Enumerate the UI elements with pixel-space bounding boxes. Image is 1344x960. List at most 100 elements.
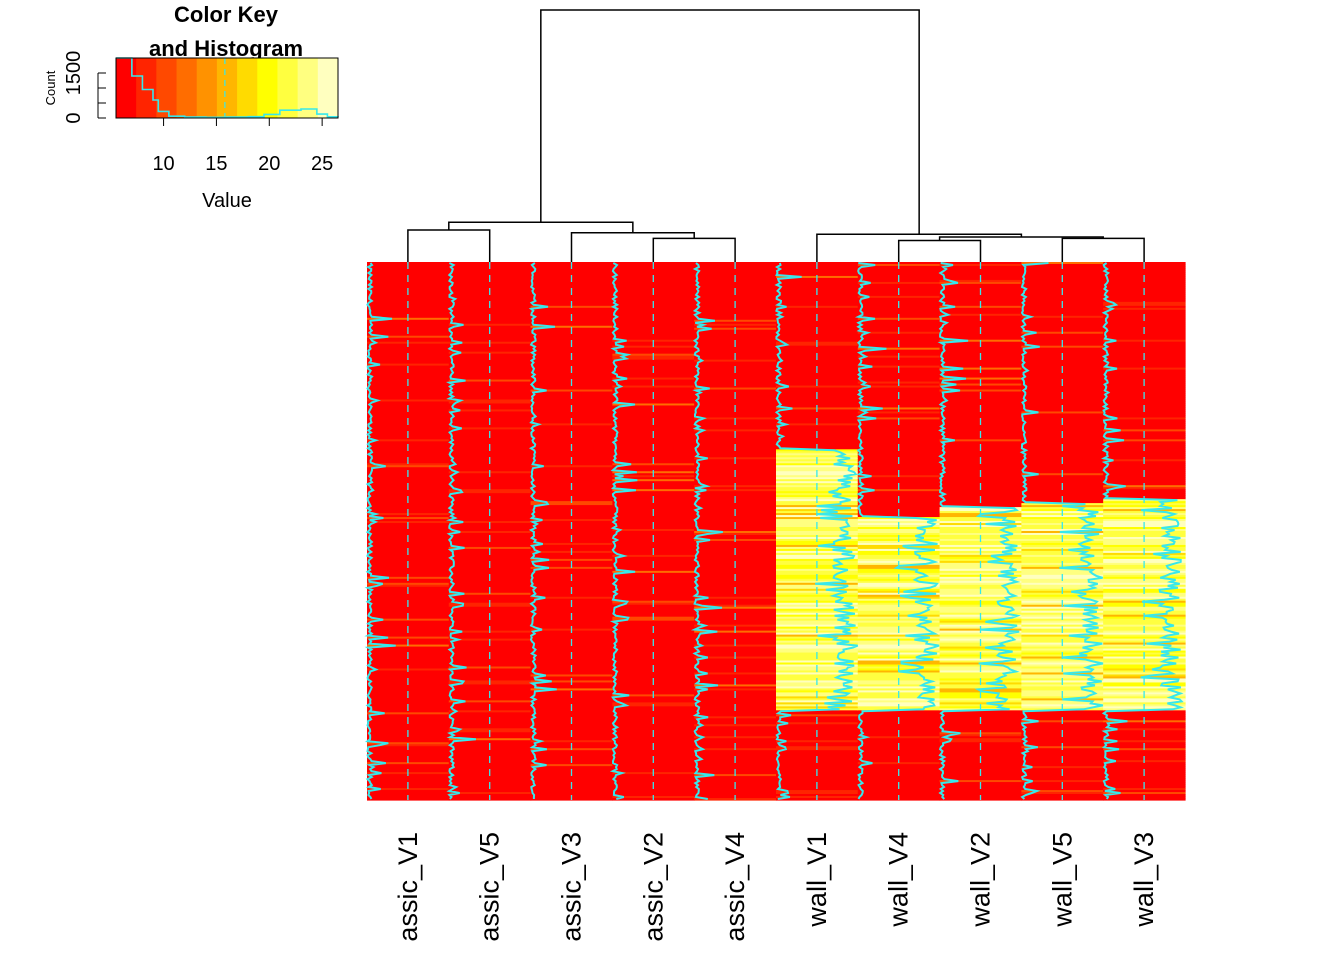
- column-label: wall_V2: [966, 832, 996, 928]
- heatmap-cell: [939, 660, 1022, 664]
- heatmap-cell: [530, 333, 613, 337]
- heatmap-cell: [776, 710, 859, 713]
- heatmap-cell: [1103, 477, 1186, 480]
- heatmap-cell: [448, 351, 532, 355]
- heatmap-cell: [939, 493, 1022, 496]
- heatmap-cell: [612, 594, 695, 598]
- heatmap-cell: [448, 349, 532, 353]
- heatmap-cell: [1103, 373, 1186, 377]
- heatmap-cell: [857, 295, 941, 299]
- heatmap-cell: [1103, 540, 1186, 544]
- heatmap-cell: [1021, 399, 1104, 403]
- heatmap-cell: [1103, 531, 1186, 534]
- dendrogram-branch: [897, 239, 982, 262]
- heatmap-cell: [1103, 636, 1186, 640]
- heatmap-cell: [612, 636, 695, 640]
- heatmap-cell: [448, 453, 532, 456]
- heatmap-cell: [448, 660, 532, 664]
- heatmap-cell: [612, 584, 695, 588]
- heatmap-cell: [448, 724, 532, 727]
- heatmap-cell: [612, 323, 695, 327]
- heatmap-cell: [530, 662, 613, 666]
- heatmap-cell: [1103, 349, 1186, 353]
- color-key-swatch: [297, 58, 319, 118]
- heatmap-cell: [1103, 319, 1186, 323]
- heatmap-cell: [694, 790, 777, 793]
- heatmap-cell: [367, 375, 450, 379]
- heatmap-cell: [1021, 451, 1104, 454]
- heatmap-cell: [1021, 632, 1104, 636]
- heatmap-cell: [1021, 700, 1104, 703]
- heatmap-cell: [776, 580, 859, 584]
- heatmap-cell: [776, 441, 859, 444]
- heatmap-cell: [776, 493, 859, 496]
- heatmap-cell: [530, 568, 613, 572]
- heatmap-cell: [939, 658, 1022, 662]
- heatmap-cell: [857, 594, 941, 598]
- heatmap-cell: [1103, 570, 1186, 574]
- heatmap-cell: [367, 429, 450, 432]
- heatmap-cell: [694, 750, 777, 753]
- heatmap-cell: [1021, 309, 1104, 313]
- heatmap-cell: [367, 596, 450, 600]
- heatmap-cell: [367, 646, 450, 650]
- heatmap-cell: [857, 556, 941, 560]
- heatmap-cell: [1021, 479, 1104, 482]
- heatmap-cell: [776, 531, 859, 534]
- heatmap-cell: [776, 437, 859, 440]
- heatmap-cell: [1103, 632, 1186, 636]
- heatmap-cell: [1103, 415, 1186, 419]
- heatmap-cell: [530, 764, 613, 767]
- heatmap-cell: [367, 491, 450, 494]
- heatmap-cell: [857, 686, 941, 690]
- heatmap-cell: [367, 295, 450, 299]
- heatmap-cell: [776, 776, 859, 779]
- heatmap-cell: [939, 389, 1022, 393]
- heatmap-cell: [1103, 736, 1186, 739]
- heatmap-cell: [857, 532, 941, 536]
- heatmap-cell: [367, 566, 450, 570]
- heatmap-cell: [857, 477, 941, 480]
- heatmap-cell: [857, 736, 941, 739]
- heatmap-cell: [694, 453, 777, 456]
- heatmap-cell: [939, 594, 1022, 598]
- heatmap-cell: [367, 411, 450, 415]
- heatmap-cell: [448, 792, 532, 795]
- heatmap-cell: [367, 489, 450, 492]
- heatmap-cell: [1021, 401, 1104, 405]
- heatmap-cell: [1021, 283, 1104, 287]
- heatmap-cell: [1021, 359, 1104, 363]
- heatmap-cell: [1021, 387, 1104, 391]
- heatmap-cell: [448, 580, 532, 584]
- heatmap-cell: [612, 596, 695, 600]
- heatmap-cell: [1021, 503, 1104, 506]
- heatmap-cell: [612, 610, 695, 614]
- heatmap-cell: [939, 375, 1022, 379]
- dendrogram-branch: [570, 232, 695, 262]
- heatmap-cell: [612, 455, 695, 458]
- heatmap-cell: [1021, 441, 1104, 444]
- heatmap-cell: [857, 269, 941, 273]
- heatmap-cell: [367, 403, 450, 407]
- column-label: assic_V2: [638, 832, 668, 942]
- heatmap-cell: [448, 662, 532, 666]
- heatmap-cell: [367, 780, 450, 783]
- color-key-swatch: [257, 58, 278, 118]
- heatmap-cell: [612, 517, 695, 520]
- heatmap-cell: [1103, 429, 1186, 432]
- heatmap-cell: [612, 762, 695, 765]
- heatmap-cell: [1103, 517, 1186, 520]
- heatmap-cell: [694, 319, 777, 323]
- heatmap-cell: [448, 558, 532, 562]
- heatmap-cell: [530, 780, 613, 783]
- heatmap-cell: [939, 415, 1022, 419]
- heatmap-cell: [530, 624, 613, 628]
- heatmap-cell: [694, 403, 777, 407]
- heatmap-cell: [367, 592, 450, 596]
- heatmap-cell: [694, 307, 777, 311]
- color-key-x-tick-label: 15: [205, 153, 227, 175]
- heatmap-cell: [1103, 321, 1186, 325]
- heatmap-cell: [1103, 622, 1186, 626]
- heatmap-cell: [857, 724, 941, 727]
